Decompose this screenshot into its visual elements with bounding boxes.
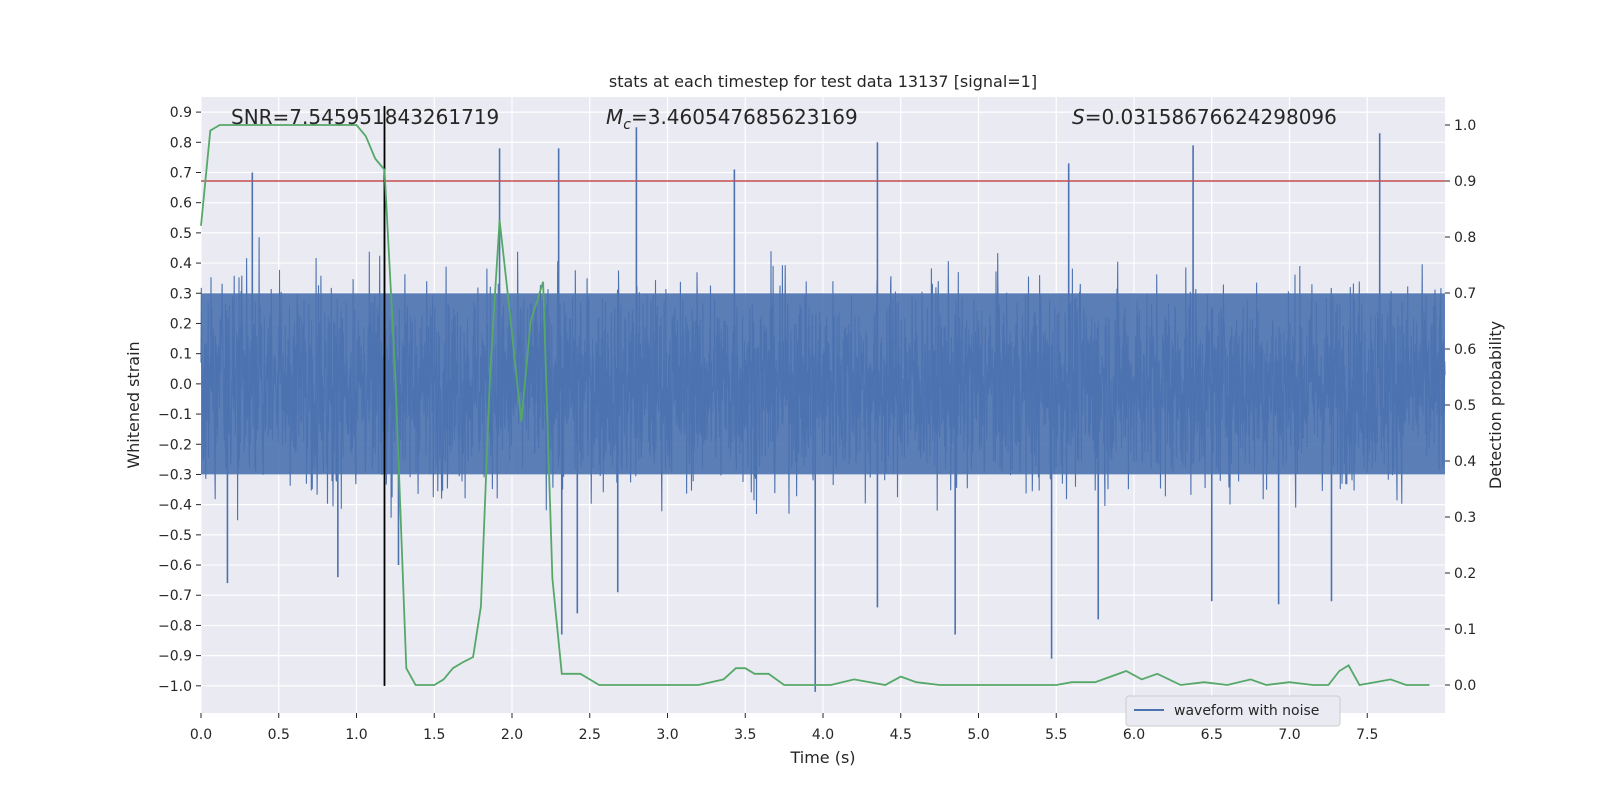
y-axis-label: Whitened strain [124,341,143,468]
chart-title: stats at each timestep for test data 131… [609,72,1037,91]
y-tick-label: −0.8 [158,618,192,634]
y-tick-label: 0.3 [170,286,192,302]
y2-tick-label: 0.5 [1454,398,1476,414]
legend-label: waveform with noise [1174,703,1319,719]
y-tick-label: 0.9 [170,105,192,121]
y-tick-label: 0.5 [170,226,192,242]
x-tick-label: 1.0 [345,727,367,743]
waveform-core [201,293,1445,475]
x-tick-label: 5.5 [1045,727,1067,743]
x-tick-label: 4.0 [812,727,834,743]
x-tick-label: 6.5 [1201,727,1223,743]
legend: waveform with noise [1125,695,1341,727]
x-tick-label: 1.5 [423,727,445,743]
y2-tick-label: 1.0 [1454,118,1476,134]
y-tick-label: −0.1 [158,407,192,423]
y-tick-label: −0.2 [158,437,192,453]
y-tick-label: 0.6 [170,196,192,212]
x-tick-label: 2.0 [501,727,523,743]
x-tick-label: 0.5 [268,727,290,743]
y-tick-label: −0.9 [158,649,192,665]
y2-tick-label: 0.9 [1454,174,1476,190]
chirp-mass-annotation: Mc=3.460547685623169 [606,105,858,133]
y-tick-label: −0.3 [158,467,192,483]
y-axis-left-ticks: 0.9 0.8 0.7 0.6 0.5 0.4 0.3 0.2 0.1 0.0 −0.1 −0.2 −0… [158,105,201,695]
snr-annotation: SNR=7.545951843261719 [231,105,499,129]
x-tick-label: 3.5 [734,727,756,743]
y2-axis-label: Detection probability [1486,321,1505,489]
s-annotation: S=0.03158676624298096 [1072,105,1337,129]
x-tick-label: 2.5 [579,727,601,743]
y2-tick-label: 0.4 [1454,454,1476,470]
x-tick-label: 0.0 [190,727,212,743]
y2-tick-label: 0.6 [1454,342,1476,358]
y2-tick-label: 0.0 [1454,678,1476,694]
x-tick-label: 5.0 [967,727,989,743]
y2-tick-label: 0.3 [1454,510,1476,526]
y-tick-label: 0.7 [170,165,192,181]
x-tick-label: 7.0 [1278,727,1300,743]
x-axis-label: Time (s) [789,748,855,767]
y2-tick-label: 0.8 [1454,230,1476,246]
x-tick-label: 4.5 [890,727,912,743]
y-tick-label: 0.0 [170,377,192,393]
y-tick-label: −0.5 [158,528,192,544]
y-tick-label: 0.2 [170,316,192,332]
y-tick-label: −0.6 [158,558,192,574]
y2-tick-label: 0.2 [1454,566,1476,582]
x-axis-ticks: 0.0 0.5 1.0 1.5 2.0 2.5 3.0 3.5 4.0 4.5 5.0 5.5 6.0 6… [190,713,1378,743]
y2-tick-label: 0.7 [1454,286,1476,302]
y-tick-label: 0.1 [170,347,192,363]
x-tick-label: 3.0 [656,727,678,743]
y-tick-label: 0.4 [170,256,192,272]
y2-tick-label: 0.1 [1454,622,1476,638]
legend-box [1125,695,1341,727]
x-tick-label: 6.0 [1123,727,1145,743]
y-axis-right-ticks: 1.0 0.9 0.8 0.7 0.6 0.5 0.4 0.3 0.2 0.1 0.0 [1445,118,1476,694]
y-tick-label: 0.8 [170,135,192,151]
y-tick-label: −1.0 [158,679,192,695]
y-tick-label: −0.7 [158,588,192,604]
waveform-series [200,127,1446,692]
y-tick-label: −0.4 [158,498,192,514]
detection-probability-line [200,124,1430,687]
x-tick-label: 7.5 [1356,727,1378,743]
